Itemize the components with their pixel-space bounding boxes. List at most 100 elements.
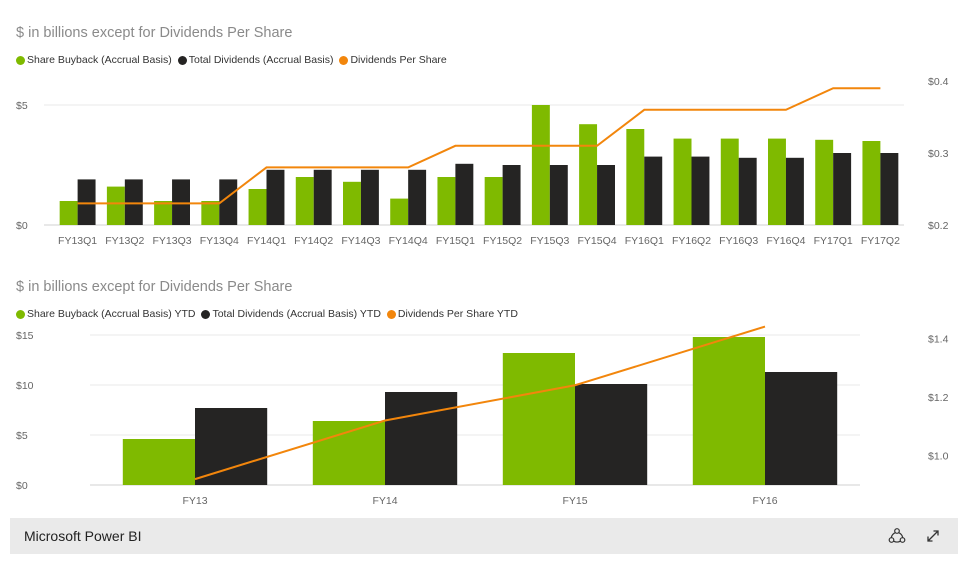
legend-dot-black: [177, 55, 187, 65]
bar-total-dividends: [738, 157, 757, 225]
legend-dot-black: [201, 309, 211, 319]
legend-item-total-dividends[interactable]: Total Dividends (Accrual Basis): [177, 54, 334, 66]
bar-total-dividends: [833, 153, 852, 225]
bar-total-dividends: [408, 169, 427, 225]
y-left-tick-label: $15: [16, 330, 34, 342]
x-tick-label: FY15Q3: [530, 235, 569, 247]
legend-item-share-buyback-ytd[interactable]: Share Buyback (Accrual Basis) YTD: [16, 308, 195, 320]
y-left-tick-label: $0: [16, 220, 28, 232]
legend-label: Dividends Per Share: [350, 54, 447, 66]
bar-total-dividends: [219, 179, 238, 225]
bar-share-buyback: [692, 337, 765, 485]
y-right-tick-label: $1.4: [928, 333, 949, 345]
y-left-tick-label: $10: [16, 380, 34, 392]
legend-dot-green: [16, 309, 25, 319]
x-tick-label: FY15: [562, 495, 587, 507]
bar-total-dividends: [266, 169, 285, 225]
x-tick-label: FY17Q1: [814, 235, 853, 247]
bar-share-buyback: [484, 177, 503, 225]
chart2-title: $ in billions except for Dividends Per S…: [16, 279, 293, 295]
x-tick-label: FY15Q2: [483, 235, 522, 247]
footer-bar: Microsoft Power BI: [10, 518, 958, 554]
chart1-plot[interactable]: $0 $5 $0.2 $0.3 $0.4 FY13Q1 FY13Q2 FY13Q3 FY13Q4…: [0, 0, 967, 260]
bar-total-dividends: [195, 408, 268, 485]
x-tick-label: FY16Q1: [625, 235, 664, 247]
legend-label: Total Dividends (Accrual Basis): [188, 54, 334, 66]
x-tick-label: FY16Q2: [672, 235, 711, 247]
share-icon[interactable]: [886, 525, 908, 547]
bar-total-dividends: [785, 157, 804, 225]
bar-total-dividends: [880, 153, 899, 225]
chart1-legend: Share Buyback (Accrual Basis) Total Divi…: [16, 54, 453, 66]
x-tick-label: FY16Q4: [766, 235, 805, 247]
y-left-tick-label: $0: [16, 480, 28, 492]
bar-share-buyback: [815, 139, 834, 225]
bar-total-dividends: [597, 165, 615, 225]
legend-dot-green: [16, 55, 25, 65]
bar-share-buyback: [579, 124, 598, 225]
footer-icons: [886, 525, 958, 547]
bar-total-dividends: [313, 169, 332, 225]
legend-item-dividends-per-share-ytd[interactable]: Dividends Per Share YTD: [386, 308, 518, 320]
x-tick-label: FY17Q2: [861, 235, 900, 247]
bar-share-buyback: [531, 105, 550, 225]
bar-total-dividends: [172, 179, 190, 225]
x-tick-label: FY13Q4: [200, 235, 239, 247]
bar-share-buyback: [122, 439, 195, 485]
bar-total-dividends: [455, 163, 474, 225]
bar-share-buyback: [106, 186, 125, 225]
x-tick-label: FY15Q1: [436, 235, 475, 247]
bar-share-buyback: [59, 201, 78, 225]
legend-item-dividends-per-share[interactable]: Dividends Per Share: [339, 54, 447, 66]
y-right-tick-label: $0.3: [928, 148, 949, 160]
legend-item-total-dividends-ytd[interactable]: Total Dividends (Accrual Basis) YTD: [201, 308, 381, 320]
legend-label: Share Buyback (Accrual Basis): [27, 54, 172, 66]
y-left-tick-label: $5: [16, 430, 28, 442]
bar-share-buyback: [248, 189, 267, 225]
bar-share-buyback: [673, 138, 692, 225]
legend-label: Share Buyback (Accrual Basis) YTD: [27, 308, 196, 320]
bar-share-buyback: [626, 129, 645, 225]
legend-dot-orange: [339, 55, 349, 65]
bar-share-buyback: [502, 353, 575, 485]
legend-label: Total Dividends (Accrual Basis) YTD: [212, 308, 381, 320]
x-tick-label: FY16: [752, 495, 777, 507]
x-tick-label: FY13Q1: [58, 235, 97, 247]
expand-icon[interactable]: [922, 525, 944, 547]
chart1-title: $ in billions except for Dividends Per S…: [16, 25, 293, 41]
footer-title: Microsoft Power BI: [24, 528, 142, 544]
bar-share-buyback: [720, 138, 739, 225]
bar-total-dividends: [575, 384, 648, 485]
bar-share-buyback: [437, 177, 456, 225]
bar-share-buyback: [295, 177, 314, 225]
bar-total-dividends: [644, 156, 663, 225]
chart2-legend: Share Buyback (Accrual Basis) YTD Total …: [16, 308, 524, 320]
y-right-tick-label: $1.2: [928, 392, 949, 404]
bar-share-buyback: [201, 201, 220, 225]
bar-total-dividends: [77, 179, 96, 225]
bar-share-buyback: [862, 141, 881, 225]
x-tick-label: FY14Q1: [247, 235, 286, 247]
x-tick-label: FY14Q2: [294, 235, 333, 247]
x-tick-label: FY15Q4: [578, 235, 617, 247]
bar-share-buyback: [768, 138, 786, 225]
legend-item-share-buyback[interactable]: Share Buyback (Accrual Basis): [16, 54, 172, 66]
x-tick-label: FY13: [182, 495, 207, 507]
expand-icon-glyph: [927, 530, 939, 542]
share-icon-glyph: [888, 528, 906, 543]
bar-share-buyback: [343, 181, 361, 225]
bar-share-buyback: [390, 198, 409, 225]
bar-total-dividends: [124, 179, 143, 225]
y-right-tick-label: $1.0: [928, 451, 949, 463]
x-tick-label: FY13Q3: [153, 235, 192, 247]
y-right-tick-label: $0.4: [928, 76, 949, 88]
chart2-plot[interactable]: $0 $5 $10 $15 $1.0 $1.2 $1.4 FY13 FY14 FY15 FY16: [0, 0, 967, 515]
bar-total-dividends: [549, 165, 568, 225]
bar-share-buyback: [154, 201, 173, 225]
bar-total-dividends: [385, 392, 458, 485]
line-dividends-per-share: [77, 87, 881, 205]
legend-dot-orange: [386, 309, 396, 319]
x-tick-label: FY16Q3: [719, 235, 758, 247]
line-dividends-per-share: [194, 325, 766, 481]
x-tick-label: FY14Q3: [341, 235, 380, 247]
